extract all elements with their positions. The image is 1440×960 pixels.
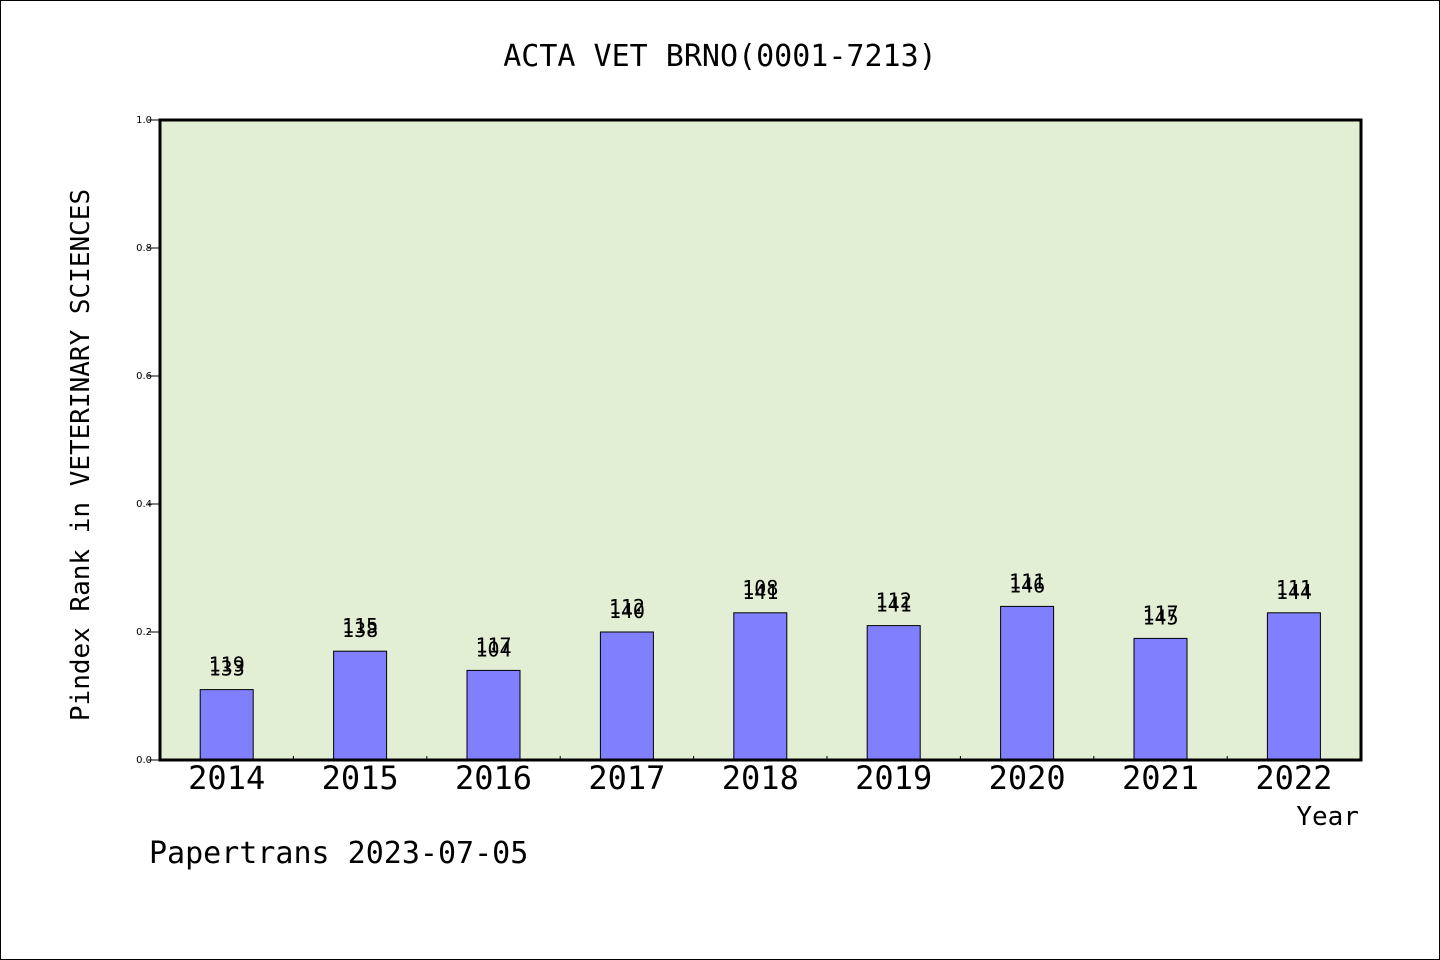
x-tick-label: 2014 bbox=[188, 759, 265, 797]
y-tick-label: 1.0 bbox=[136, 115, 152, 126]
x-tick-label: 2022 bbox=[1255, 759, 1332, 797]
x-axis-label: Year bbox=[1296, 802, 1359, 832]
x-tick-label: 2021 bbox=[1122, 759, 1199, 797]
bar-label-bottom: 145 bbox=[1142, 605, 1178, 629]
x-tick-label: 2020 bbox=[989, 759, 1066, 797]
y-tick-label: 0.2 bbox=[136, 627, 152, 638]
bar-label-bottom: 146 bbox=[1009, 573, 1045, 597]
y-tick-label: 0.6 bbox=[136, 371, 152, 382]
x-tick-label: 2019 bbox=[855, 759, 932, 797]
bars bbox=[199, 605, 1321, 761]
bar-label-bottom: 141 bbox=[742, 580, 778, 604]
bar-label-bottom: 138 bbox=[342, 618, 378, 642]
bar-label-bottom: 104 bbox=[475, 637, 511, 661]
bar bbox=[733, 612, 788, 761]
y-tick-label: 0.4 bbox=[136, 499, 152, 510]
bar-label-top: 117 bbox=[475, 633, 511, 657]
bar bbox=[1000, 605, 1055, 761]
bar bbox=[333, 650, 388, 761]
bar-label-top: 111 bbox=[1276, 576, 1312, 600]
bar bbox=[199, 689, 254, 761]
bar-label-top: 119 bbox=[209, 653, 245, 677]
bar bbox=[466, 669, 521, 761]
bar-label-top: 112 bbox=[876, 589, 912, 613]
bar-label-top: 117 bbox=[1142, 601, 1178, 625]
x-tick-label: 2017 bbox=[588, 759, 665, 797]
y-tick-label: 0.8 bbox=[136, 243, 152, 254]
bar-label-top: 115 bbox=[342, 614, 378, 638]
chart-title: ACTA VET BRNO(0001-7213) bbox=[503, 39, 936, 74]
bar bbox=[599, 631, 654, 761]
bar-label-top: 108 bbox=[742, 576, 778, 600]
y-tick-label: 0.0 bbox=[136, 755, 152, 766]
x-tick-label: 2018 bbox=[722, 759, 799, 797]
bar bbox=[1266, 612, 1321, 761]
y-axis-label: Pindex Rank in VETERINARY SCIENCES bbox=[66, 189, 96, 721]
bar-label-bottom: 144 bbox=[1276, 580, 1312, 604]
source-footer: Papertrans 2023-07-05 bbox=[149, 836, 528, 871]
bar-label-bottom: 133 bbox=[209, 657, 245, 681]
bar-label-top: 112 bbox=[609, 595, 645, 619]
bar bbox=[1133, 637, 1188, 761]
bar bbox=[866, 625, 921, 761]
x-tick-label: 2016 bbox=[455, 759, 532, 797]
bar-label-bottom: 141 bbox=[876, 593, 912, 617]
plot-border bbox=[158, 118, 1363, 762]
x-tick-label: 2015 bbox=[322, 759, 399, 797]
bar-label-top: 111 bbox=[1009, 569, 1045, 593]
y-axis: 0.0 0.2 0.4 0.6 0.8 1.0 bbox=[136, 115, 160, 766]
bar-label-bottom: 140 bbox=[609, 599, 645, 623]
x-axis: 2014 2015 2016 2017 2018 2019 2020 2021 2022 bbox=[188, 756, 1332, 797]
